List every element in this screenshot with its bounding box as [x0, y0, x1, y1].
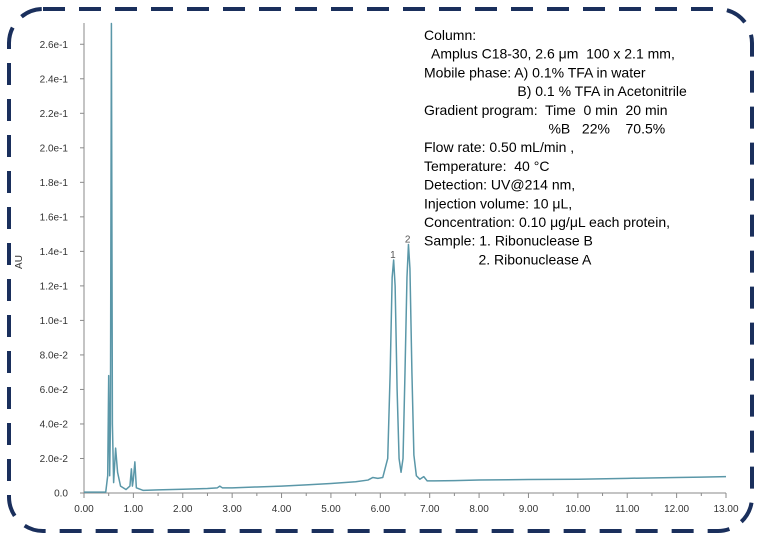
chromatogram-plot — [84, 22, 727, 493]
annotation-line-9: Detection: UV@214 nm, — [424, 177, 575, 193]
x-tick-label-11-00: 11.00 — [615, 504, 640, 515]
y-tick-label-1-4e-1: 1.4e-1 — [40, 247, 69, 258]
x-tick-label-1-00: 1.00 — [124, 504, 144, 515]
annotation-line-13: 2. Ribonuclease A — [424, 251, 592, 267]
x-tick-label-6-00: 6.00 — [371, 504, 391, 515]
y-tick-label-0-0: 0.0 — [54, 489, 68, 500]
y-tick-label-1-6e-1: 1.6e-1 — [40, 212, 69, 223]
x-tick-label-0-00: 0.00 — [74, 504, 94, 515]
y-tick-label-2-6e-1: 2.6e-1 — [40, 40, 69, 51]
y-tick-label-6-0e-2: 6.0e-2 — [40, 385, 69, 396]
y-axis-title: AU — [14, 255, 25, 269]
y-tick-label-1-0e-1: 1.0e-1 — [40, 316, 69, 327]
annotation-line-7: Flow rate: 0.50 mL/min , — [424, 139, 574, 155]
x-tick-label-7-00: 7.00 — [420, 504, 440, 515]
y-tick-label-2-0e-2: 2.0e-2 — [40, 454, 69, 465]
y-tick-label-1-2e-1: 1.2e-1 — [40, 281, 69, 292]
chromatogram-trace-1 — [84, 22, 727, 493]
annotation-line-3: Mobile phase: A) 0.1% TFA in water — [424, 64, 646, 80]
annotation-line-8: Temperature: 40 °C — [424, 158, 549, 174]
peak-label-2: 2 — [405, 234, 411, 245]
y-axis-ticks: 0.0 2.0e-2 4.0e-2 6.0e-2 8.0e-2 1.0e-1 1.2e-1 1… — [40, 40, 84, 500]
x-axis-ticks: 0.00 1.00 2.00 3.00 4.00 5.00 6.00 7.00 8.00 9.00… — [74, 493, 739, 515]
x-tick-label-9-00: 9.00 — [519, 504, 539, 515]
x-tick-label-2-00: 2.00 — [173, 504, 193, 515]
x-tick-label-13-00: 13.00 — [713, 504, 738, 515]
y-tick-label-2-0e-1: 2.0e-1 — [40, 143, 69, 154]
x-tick-label-3-00: 3.00 — [222, 504, 242, 515]
x-tick-label-12-00: 12.00 — [664, 504, 689, 515]
y-tick-label-2-2e-1: 2.2e-1 — [40, 109, 69, 120]
x-tick-label-8-00: 8.00 — [469, 504, 489, 515]
y-tick-label-1-8e-1: 1.8e-1 — [40, 178, 69, 189]
peak-label-1: 1 — [390, 250, 396, 261]
y-tick-label-8-0e-2: 8.0e-2 — [40, 350, 69, 361]
annotation-line-4: B) 0.1 % TFA in Acetonitrile — [424, 83, 687, 99]
annotation-line-11: Concentration: 0.10 μg/μL each protein, — [424, 214, 670, 230]
annotation-line-12: Sample: 1. Ribonuclease B — [424, 233, 593, 249]
x-tick-label-4-00: 4.00 — [272, 504, 292, 515]
y-tick-label-2-4e-1: 2.4e-1 — [40, 74, 69, 85]
x-tick-label-5-00: 5.00 — [321, 504, 341, 515]
annotation-line-6: %B 22% 70.5% — [424, 121, 665, 137]
x-tick-label-10-00: 10.00 — [565, 504, 590, 515]
dashed-border — [7, 7, 754, 533]
method-annotation: Column: Amplus C18-30, 2.6 μm 100 x 2.1 … — [424, 27, 687, 267]
peak-labels: 12 — [390, 234, 411, 261]
annotation-line-5: Gradient program: Time 0 min 20 min — [424, 102, 668, 118]
annotation-line-2: Amplus C18-30, 2.6 μm 100 x 2.1 mm, — [424, 46, 675, 62]
y-tick-label-4-0e-2: 4.0e-2 — [40, 419, 69, 430]
y-axis-title-text: AU — [14, 255, 25, 269]
annotation-line-10: Injection volume: 10 μL, — [424, 195, 572, 211]
annotation-line-1: Column: — [424, 27, 476, 43]
